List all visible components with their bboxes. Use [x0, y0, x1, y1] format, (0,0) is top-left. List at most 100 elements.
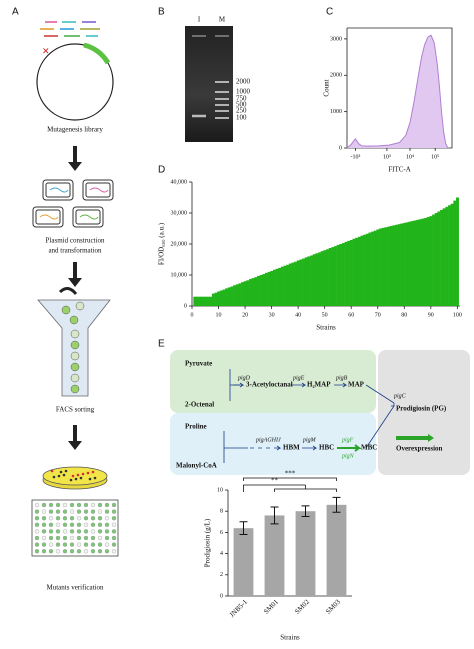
- bar: [238, 283, 242, 306]
- metabolite: MAP: [348, 381, 365, 389]
- condensation-module: [378, 350, 470, 475]
- dna-fragments: [40, 21, 100, 37]
- well: [55, 522, 61, 527]
- bar: [405, 222, 409, 306]
- well: [76, 516, 82, 521]
- bar: [368, 232, 372, 306]
- petri-dish: [42, 466, 108, 486]
- x-tick-label: -10³: [351, 154, 361, 160]
- significance-label: **: [271, 477, 279, 485]
- gene: pigE: [292, 375, 305, 381]
- well: [48, 535, 54, 541]
- bar: [211, 293, 215, 306]
- bar: [209, 296, 213, 306]
- y-tick-label: 6: [220, 530, 223, 536]
- well: [55, 516, 61, 521]
- well: [69, 522, 75, 527]
- bar: [233, 285, 237, 306]
- y-tick-label: 4: [220, 551, 223, 557]
- x-tick-label: 20: [242, 312, 248, 318]
- bar: [302, 258, 306, 306]
- cells: [61, 301, 85, 394]
- bar: [352, 238, 356, 306]
- bar: [198, 296, 202, 306]
- well: [69, 509, 75, 514]
- well: [76, 535, 82, 541]
- well: [76, 542, 82, 547]
- panel-b: I M 2000 1000 750 500 250 100: [185, 16, 251, 142]
- well: [48, 502, 54, 508]
- mbc-module: [170, 413, 376, 475]
- well: [55, 502, 61, 508]
- bar: [357, 236, 361, 306]
- well: [111, 535, 117, 541]
- bar: [278, 267, 282, 306]
- colony: [76, 473, 80, 477]
- bar: [456, 197, 459, 306]
- metabolite: 3-Acetyloctanal: [246, 381, 293, 389]
- well: [104, 535, 110, 541]
- well: [104, 509, 110, 514]
- step-label: Mutants verification: [47, 584, 104, 592]
- colony: [91, 470, 95, 474]
- ladder-label: 750: [236, 95, 247, 103]
- colony: [81, 472, 85, 476]
- well: [104, 549, 110, 554]
- bar: [230, 286, 234, 306]
- bar: [288, 263, 292, 306]
- gene: pigM: [302, 437, 317, 443]
- x-tick-label: 0: [191, 312, 194, 318]
- well: [90, 502, 96, 508]
- well: [90, 516, 96, 521]
- well: [90, 522, 96, 527]
- well: [97, 509, 103, 514]
- bar: [315, 253, 319, 306]
- significance-bracket: [243, 477, 337, 481]
- colony: [79, 476, 83, 480]
- bar: [336, 244, 340, 306]
- bar: [432, 214, 436, 306]
- bar: [349, 239, 353, 306]
- bar: [214, 292, 218, 306]
- colony: [57, 474, 61, 478]
- bar: [203, 296, 207, 306]
- well: [83, 516, 89, 521]
- well: [69, 535, 75, 541]
- overexpressed-step: [337, 444, 362, 452]
- bar: [333, 246, 337, 306]
- bar: [233, 528, 254, 596]
- well: [104, 542, 110, 547]
- well-plate: [31, 499, 119, 557]
- well: [62, 516, 68, 521]
- bar: [389, 226, 393, 306]
- well: [90, 529, 96, 534]
- bar: [249, 279, 253, 306]
- step-label: and transformation: [48, 247, 102, 255]
- step-label: FACS sorting: [56, 406, 95, 414]
- panel-label: D: [158, 165, 165, 176]
- well: [76, 522, 82, 527]
- well: [111, 509, 117, 514]
- well: [69, 529, 75, 534]
- bar: [331, 247, 335, 306]
- y-tick-label: 3000: [330, 36, 342, 42]
- bar: [326, 504, 347, 596]
- bar: [392, 225, 396, 306]
- well: [97, 516, 103, 521]
- lane-label: M: [219, 16, 226, 24]
- bar: [267, 271, 271, 306]
- well: [83, 549, 89, 554]
- well: [76, 502, 82, 508]
- well: [34, 542, 40, 547]
- bar: [195, 296, 199, 306]
- bar: [264, 272, 268, 306]
- well: [55, 509, 61, 514]
- bar: [400, 223, 404, 306]
- bar: [434, 213, 438, 306]
- bar: [264, 515, 285, 596]
- well: [41, 522, 47, 527]
- well: [76, 509, 82, 514]
- well: [90, 509, 96, 514]
- step-label: Mutagenesis library: [47, 126, 103, 134]
- well: [83, 502, 89, 508]
